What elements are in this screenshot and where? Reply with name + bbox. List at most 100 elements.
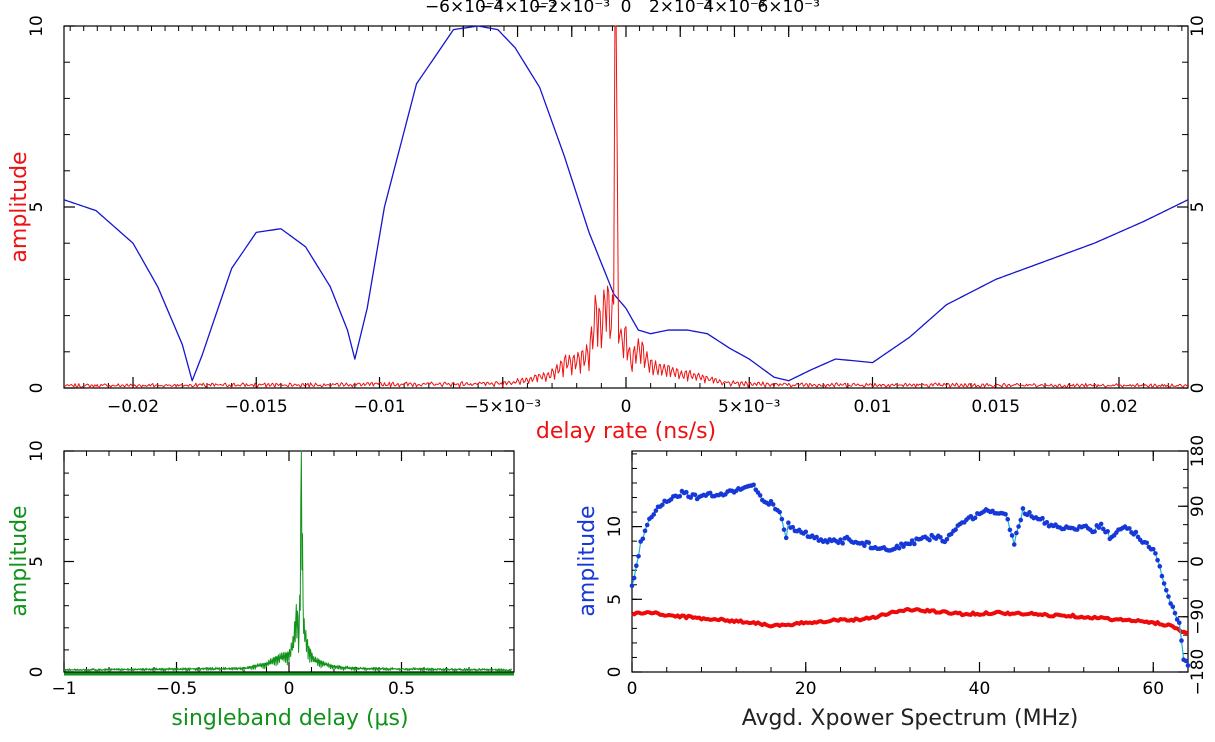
top-tick-label: 4×10⁻³ [703, 0, 765, 17]
phase-point [751, 482, 756, 488]
x-tick-label: −5×10⁻³ [464, 397, 541, 417]
x-tick-label: 60 [1142, 679, 1164, 699]
phase-point [644, 522, 650, 528]
phase-point [790, 524, 796, 530]
x-tick-label: −0.01 [353, 397, 405, 417]
phase-point [1027, 510, 1032, 515]
plot-frame [63, 450, 515, 673]
top-tick-label: −6×10⁻³ [425, 0, 502, 17]
top-tick-label: −4×10⁻³ [479, 0, 556, 17]
x-tick-label: 20 [795, 679, 817, 699]
phase-series-line [631, 484, 1189, 666]
phase-point [1170, 604, 1176, 610]
x-tick-label: −0.02 [107, 397, 159, 417]
phase-point [1161, 581, 1167, 586]
phase-point [909, 538, 915, 543]
phase-point [781, 527, 787, 532]
singleband-delay-panel: −1 −0.5 0 0.5 0 5 10 singleband delay (μs) ampli… [7, 440, 515, 731]
phase-point [1163, 588, 1169, 593]
y-tick-label: 0 [27, 667, 47, 678]
phase-point [1009, 533, 1015, 538]
y-tick-label: 0 [605, 667, 625, 678]
phase-point [944, 537, 950, 542]
phase-point [862, 543, 867, 549]
phase-point [838, 537, 843, 542]
phase-point [866, 540, 872, 545]
x-tick-label: 0.015 [971, 397, 1020, 417]
phase-point [777, 509, 782, 515]
phase-point [927, 537, 932, 543]
x-tick-label: 0 [284, 679, 295, 699]
phase-point [1144, 540, 1150, 546]
phase-point [707, 490, 713, 496]
phase-point [634, 563, 639, 568]
right-y-tick-label: −180 [1188, 649, 1208, 696]
phase-point [631, 575, 637, 581]
phase-point [642, 528, 648, 534]
phase-point [629, 583, 635, 589]
x-tick-label: 5×10⁻³ [718, 397, 780, 417]
phase-point [1133, 529, 1139, 535]
phase-point [692, 492, 698, 498]
top-tick-label: 0 [621, 0, 632, 17]
y-axis-title: amplitude [7, 505, 32, 616]
phase-point [1092, 529, 1097, 534]
plot-frame [631, 450, 1189, 673]
x-tick-label: 0.5 [388, 679, 415, 699]
phase-point [938, 535, 943, 540]
phase-point [1153, 551, 1158, 556]
phase-point [803, 529, 809, 535]
phase-point [1016, 524, 1021, 529]
phase-point [840, 541, 845, 546]
xpower-spectrum-panel: 0 20 40 60 0 5 10 −180 −90 0 90 180 Avgd. Xpower Spe… [575, 435, 1208, 731]
phase-point [1174, 617, 1180, 622]
phase-point [953, 527, 958, 532]
phase-point [1007, 527, 1013, 533]
phase-series-points [629, 482, 1191, 668]
x-tick-label: 0.02 [1100, 397, 1138, 417]
x-tick-label: −0.5 [156, 679, 197, 699]
phase-point [1150, 546, 1156, 552]
x-tick-label: 40 [969, 679, 991, 699]
delay-rate-panel: −0.02 −0.015 −0.01 −5×10⁻³ 0 5×10⁻³ 0.01 0.015 0… [7, 0, 1208, 444]
y-tick-label: 10 [605, 516, 625, 538]
phase-point [907, 541, 913, 547]
envelope-series-line [63, 25, 1189, 382]
phase-point [1020, 506, 1026, 511]
top-tick-label: 6×10⁻³ [757, 0, 819, 17]
phase-point [1183, 658, 1189, 664]
phase-point [1159, 573, 1165, 579]
phase-point [896, 545, 902, 551]
x-tick-label: 0 [627, 679, 638, 699]
phase-point [651, 512, 657, 517]
phase-point [770, 502, 776, 507]
top-tick-label: −2×10⁻³ [533, 0, 610, 17]
y-axis-title: amplitude [7, 151, 32, 262]
phase-point [1098, 521, 1104, 527]
phase-point [1166, 594, 1171, 599]
phase-point [779, 516, 785, 522]
phase-point [1005, 516, 1011, 522]
y-tick-label: 10 [27, 15, 47, 37]
phase-point [677, 493, 683, 499]
y-tick-label: 5 [27, 202, 47, 213]
x-tick-label: 0.01 [854, 397, 892, 417]
right-y-tick-label: 180 [1188, 435, 1208, 467]
phase-point [1172, 610, 1178, 616]
x-tick-label: −1 [51, 679, 76, 699]
phase-point [1155, 557, 1160, 563]
x-tick-label: 0 [621, 397, 632, 417]
phase-point [972, 515, 978, 521]
phase-point [757, 493, 763, 498]
y-tick-label: 5 [605, 594, 625, 605]
singleband-series-line [63, 450, 513, 672]
phase-point [1011, 542, 1017, 547]
x-tick-label: −0.015 [225, 397, 288, 417]
phase-point [1096, 525, 1102, 530]
y-tick-label: 5 [27, 556, 47, 567]
right-y-tick-label: 5 [1188, 202, 1208, 213]
phase-point [912, 541, 917, 547]
phase-point [660, 502, 665, 508]
phase-point [1105, 529, 1110, 534]
